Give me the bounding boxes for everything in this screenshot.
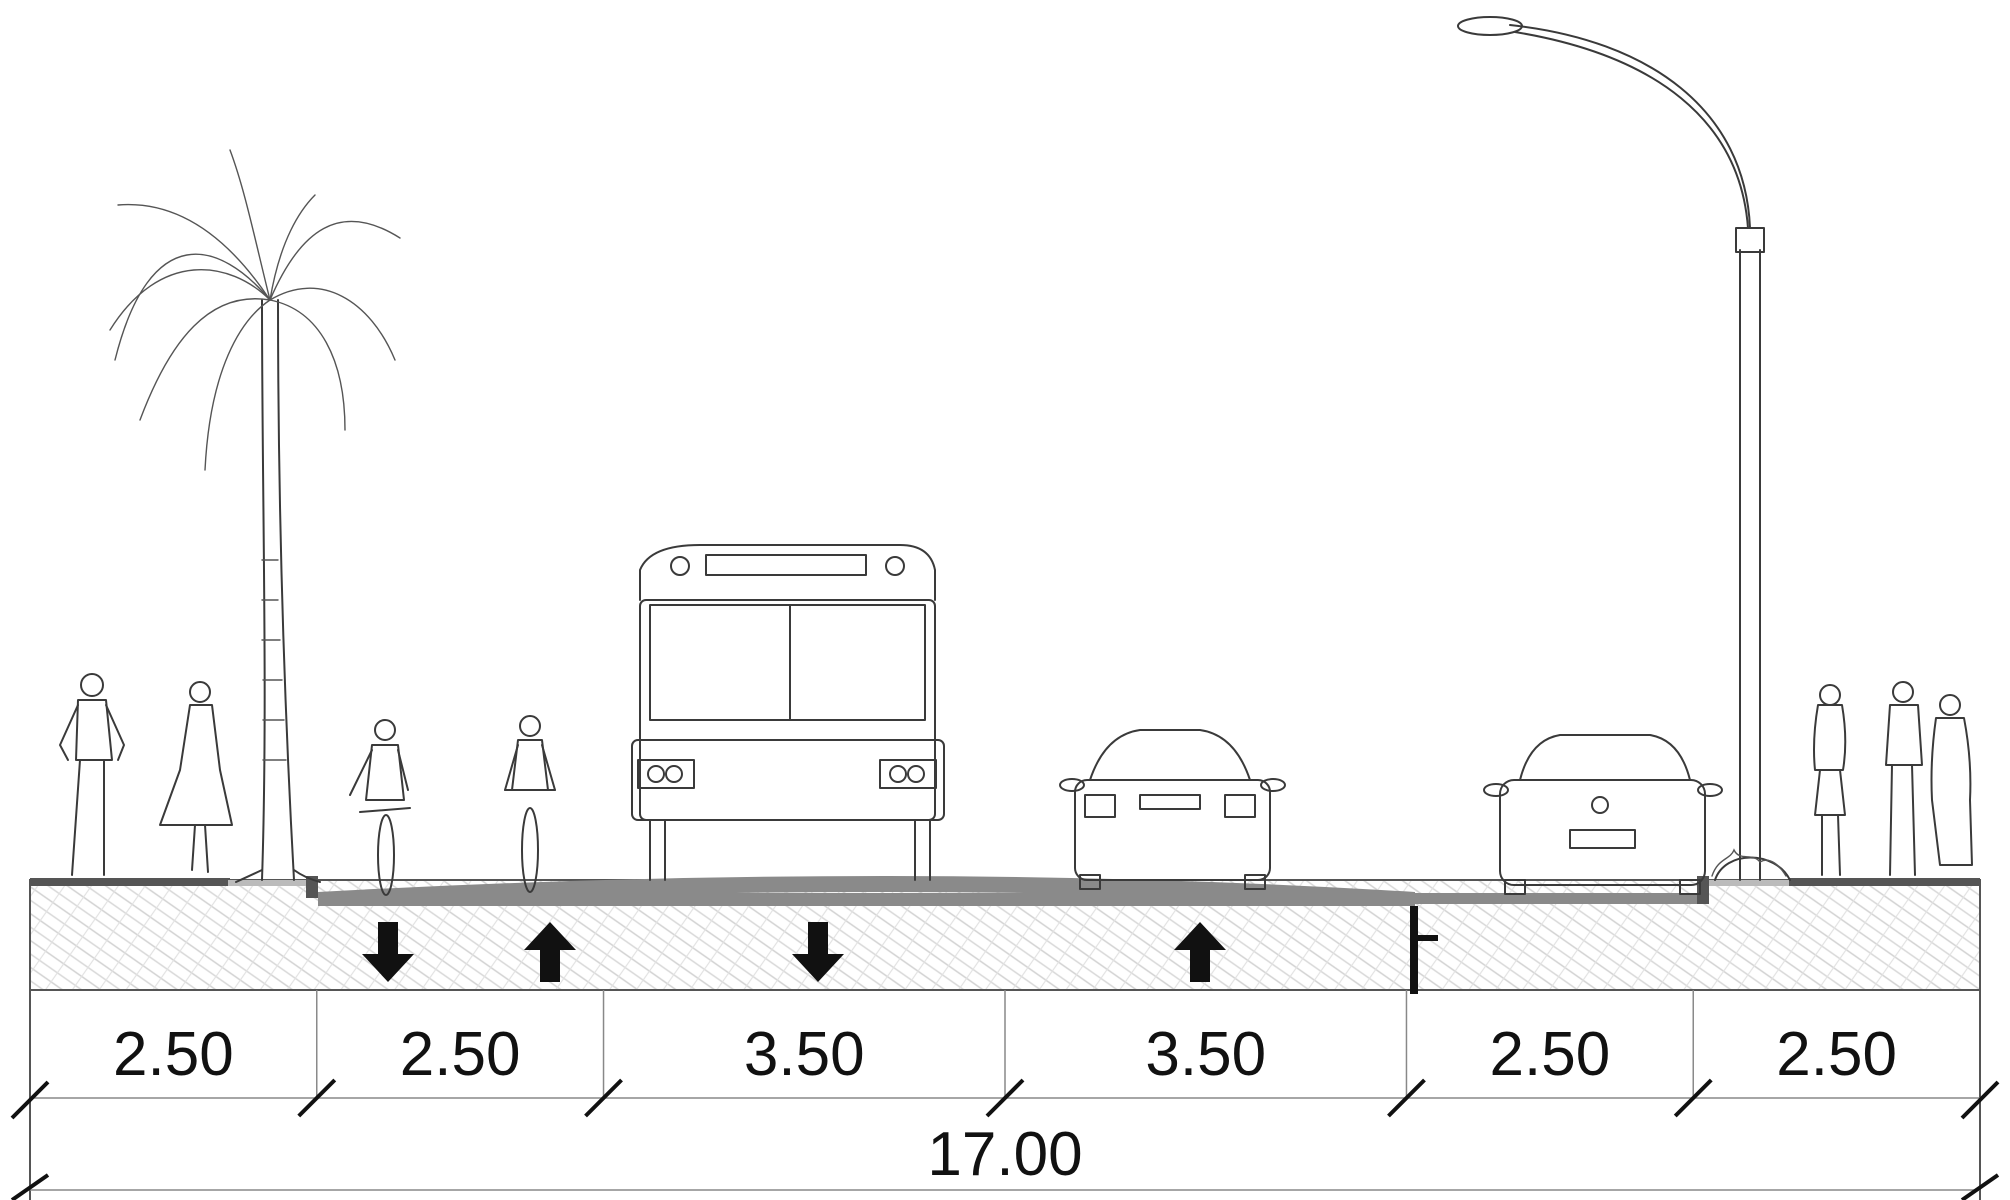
sedan-car-icon bbox=[1059, 729, 1286, 890]
lane-arrows bbox=[362, 922, 1226, 982]
hatchback-car-icon bbox=[1483, 734, 1723, 895]
dimension-tick bbox=[1673, 1078, 1713, 1118]
road-pavement bbox=[318, 876, 1415, 906]
pedestrian-woman-icon bbox=[1813, 684, 1847, 876]
dimension-tick bbox=[985, 1078, 1025, 1118]
pedestrian-man-icon bbox=[59, 673, 125, 876]
segment-width-label: 3.50 bbox=[744, 1020, 865, 1089]
segment-width-label: 2.50 bbox=[400, 1020, 521, 1089]
ground-section bbox=[29, 876, 1981, 994]
arrow-up-icon bbox=[1174, 922, 1226, 982]
arrow-down-icon bbox=[792, 922, 844, 982]
street-lamp-icon bbox=[1457, 16, 1791, 881]
arrow-down-icon bbox=[362, 922, 414, 982]
segment-width-label: 2.50 bbox=[113, 1020, 234, 1089]
pedestrian-couple-icon bbox=[1885, 681, 1973, 876]
segment-width-label: 3.50 bbox=[1145, 1020, 1266, 1089]
dimension-tick bbox=[1387, 1078, 1426, 1118]
palm-tree-icon bbox=[109, 149, 401, 883]
left-planter bbox=[228, 880, 308, 886]
dimension-tick bbox=[297, 1078, 337, 1118]
arrow-up-icon bbox=[524, 922, 576, 982]
total-width-label: 17.00 bbox=[927, 1120, 1082, 1189]
right-planter bbox=[1709, 880, 1789, 886]
segment-width-label: 2.50 bbox=[1776, 1020, 1897, 1089]
pedestrian-woman-icon bbox=[159, 681, 233, 873]
cyclist-icon bbox=[504, 715, 556, 893]
lane-divider-marker bbox=[1410, 906, 1418, 994]
dimension-tick bbox=[584, 1078, 623, 1118]
left-sidewalk-surface bbox=[30, 878, 230, 886]
right-sidewalk-surface bbox=[1789, 878, 1980, 886]
cyclist-icon bbox=[349, 719, 411, 896]
dimension-lines: 2.50 2.50 3.50 3.50 2.50 2.50 17.00 bbox=[10, 990, 2000, 1200]
bus-icon bbox=[631, 544, 945, 881]
segment-width-label: 2.50 bbox=[1490, 1020, 1611, 1089]
shrub-icon bbox=[1711, 848, 1787, 877]
